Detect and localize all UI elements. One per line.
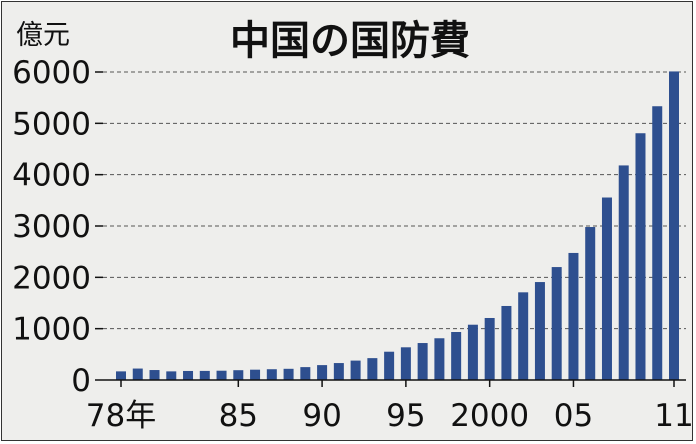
y-tick-label: 4000 <box>12 158 91 194</box>
bar <box>350 360 361 380</box>
x-tick-label: 78年 <box>86 398 156 434</box>
bar <box>652 106 663 381</box>
y-axis-unit-label: 億元 <box>16 20 70 51</box>
bar <box>568 252 579 380</box>
bar <box>669 71 679 380</box>
gridlines <box>103 71 686 330</box>
x-tick-label: 95 <box>386 398 425 434</box>
x-axis-ticks: 78年 85 90 95 2000 05 11 <box>86 380 694 434</box>
bar <box>266 369 277 380</box>
bar <box>551 267 562 380</box>
bar <box>417 343 428 380</box>
bar <box>116 371 126 380</box>
chart-title: 中国の国防費 <box>230 18 470 64</box>
y-tick-label: 1000 <box>12 312 91 348</box>
bar <box>233 370 244 380</box>
bar <box>166 371 177 380</box>
x-tick-label: 90 <box>302 398 341 434</box>
bar <box>534 282 545 380</box>
bar <box>434 338 445 380</box>
bar <box>333 363 344 380</box>
y-tick-label: 0 <box>71 363 91 399</box>
bar <box>300 367 311 380</box>
bar <box>384 351 395 380</box>
bar <box>317 365 328 380</box>
bar <box>467 324 478 380</box>
y-axis-ticks: 0 1000 2000 3000 4000 5000 6000 <box>12 55 103 399</box>
bar <box>199 370 210 380</box>
y-tick-label: 6000 <box>12 55 91 91</box>
bar <box>484 317 495 380</box>
bar <box>149 370 160 380</box>
bar <box>400 347 411 380</box>
bar <box>216 370 227 380</box>
y-tick-label: 5000 <box>12 106 91 142</box>
bar <box>367 358 378 380</box>
x-tick-label: 05 <box>554 398 593 434</box>
bars <box>116 71 679 381</box>
x-tick-label: 85 <box>219 398 258 434</box>
bar <box>618 165 629 380</box>
bar <box>283 368 294 380</box>
x-tick-label: 2000 <box>450 398 529 434</box>
y-tick-label: 3000 <box>12 209 91 245</box>
bar <box>635 133 646 380</box>
y-tick-label: 2000 <box>12 260 91 296</box>
bar <box>501 305 512 380</box>
bar <box>585 227 596 380</box>
bar <box>183 370 194 380</box>
bar <box>132 368 143 380</box>
bar <box>250 369 261 380</box>
bar <box>518 292 529 380</box>
bar <box>451 332 462 380</box>
bar <box>601 197 612 380</box>
x-tick-label: 11 <box>654 398 693 434</box>
